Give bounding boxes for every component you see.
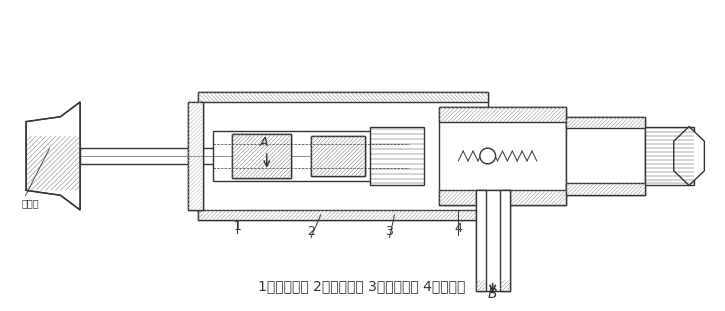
Polygon shape: [476, 190, 486, 290]
Polygon shape: [198, 210, 488, 220]
Text: 4: 4: [455, 222, 463, 234]
Polygon shape: [500, 190, 510, 290]
Polygon shape: [198, 92, 488, 102]
Polygon shape: [188, 102, 203, 210]
Polygon shape: [439, 190, 566, 205]
Polygon shape: [674, 127, 705, 185]
Bar: [80, 148, 355, 164]
Text: B: B: [488, 287, 497, 301]
Bar: [212, 132, 409, 181]
Bar: [311, 136, 365, 176]
Circle shape: [480, 148, 496, 164]
Polygon shape: [566, 117, 645, 128]
Text: 1－工作活塞 2－控制活塞 3－调节螺套 4－单向阀: 1－工作活塞 2－控制活塞 3－调节螺套 4－单向阀: [258, 280, 465, 294]
Polygon shape: [26, 102, 80, 210]
Text: 1: 1: [233, 220, 241, 233]
Text: 驱动轮: 驱动轮: [21, 198, 39, 208]
Bar: [476, 190, 510, 290]
Bar: [233, 134, 291, 178]
Bar: [439, 107, 566, 205]
Text: A: A: [260, 136, 268, 149]
Bar: [370, 127, 424, 185]
Bar: [188, 102, 203, 210]
Polygon shape: [566, 183, 645, 195]
Bar: [198, 92, 488, 220]
Polygon shape: [439, 107, 566, 122]
Text: 2: 2: [307, 225, 315, 238]
Text: 3: 3: [386, 225, 394, 238]
Bar: [645, 127, 694, 185]
Polygon shape: [233, 134, 291, 178]
Bar: [566, 117, 645, 195]
Polygon shape: [311, 136, 365, 176]
